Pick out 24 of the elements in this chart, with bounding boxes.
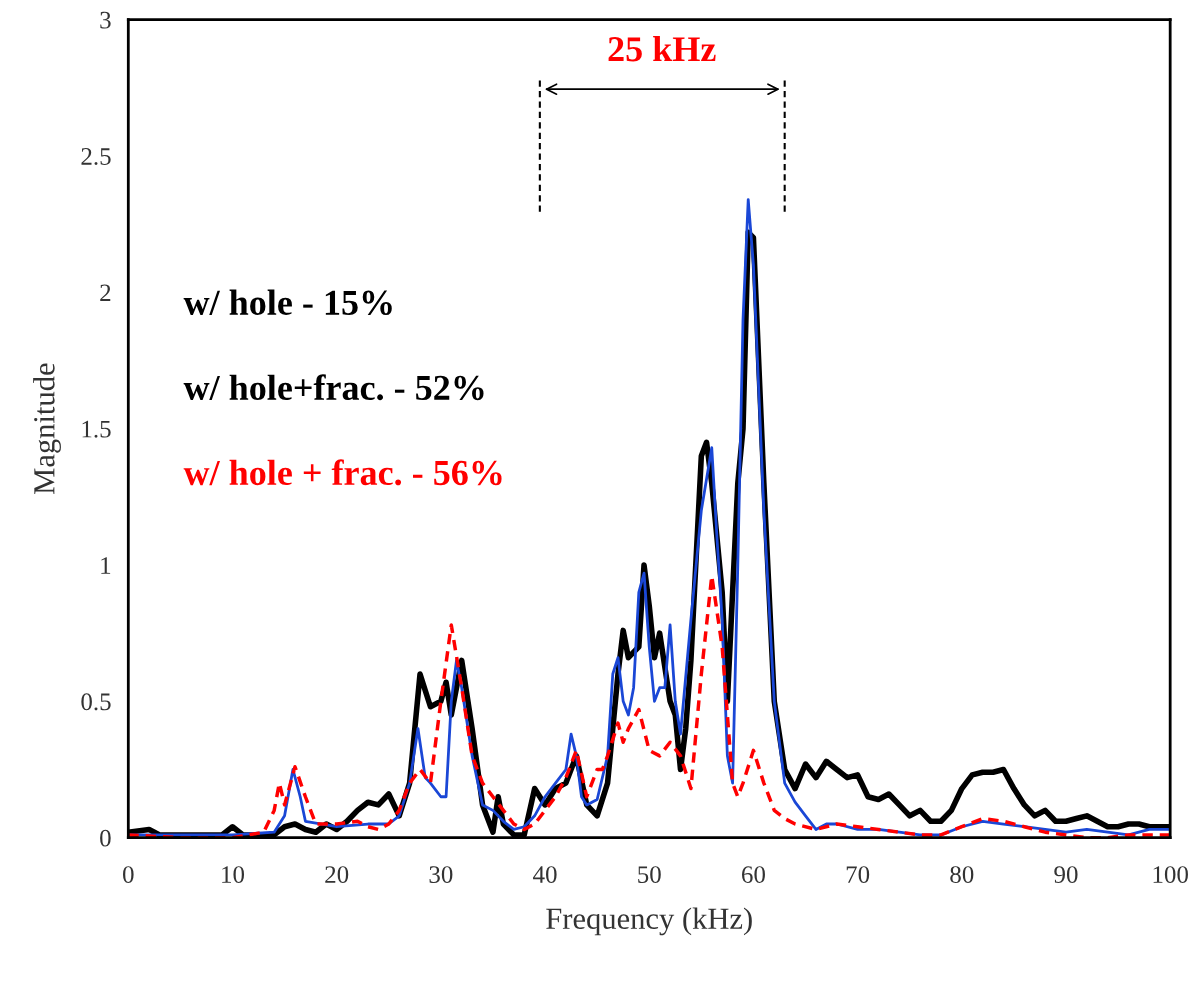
x-tick-label: 0: [123, 866, 134, 884]
annotation: 25 kHz: [608, 35, 716, 62]
x-axis-title: Frequency (kHz): [546, 907, 752, 936]
x-tick-label: 30: [429, 866, 453, 884]
y-tick-label: 2.5: [81, 148, 111, 165]
x-tick-label: 40: [533, 866, 557, 884]
x-tick-label: 50: [638, 866, 661, 884]
y-tick-label: 3: [100, 11, 111, 29]
annotation: w/ hole - 15%: [183, 289, 392, 316]
y-tick-label: 1: [101, 557, 111, 574]
x-tick-label: 60: [742, 866, 765, 884]
x-tick-label: 20: [325, 866, 349, 884]
x-tick-label: 90: [1054, 866, 1078, 884]
annotation: w/ hole+frac. - 52%: [183, 374, 484, 401]
y-tick-label: 0: [100, 829, 111, 847]
y-tick-label: 0.5: [81, 693, 111, 711]
y-tick-label: 2: [100, 284, 111, 301]
x-tick-label: 80: [950, 866, 974, 884]
x-tick-label: 70: [846, 866, 870, 884]
x-tick-label: 10: [222, 866, 245, 884]
annotation: w/ hole + frac. - 56%: [183, 459, 502, 486]
y-tick-label: 1.5: [82, 420, 111, 438]
x-tick-label: 100: [1153, 866, 1188, 884]
y-axis-title: Magnitude: [33, 363, 61, 494]
